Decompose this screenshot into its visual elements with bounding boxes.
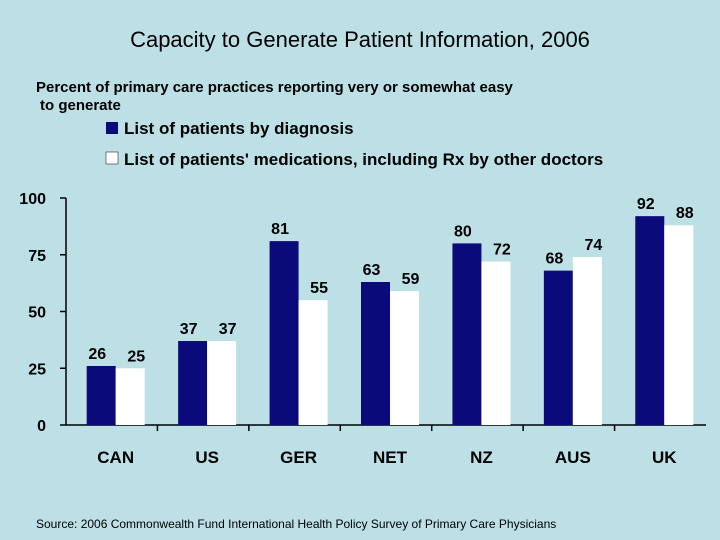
- x-category-label: CAN: [97, 448, 134, 467]
- chart-subtitle-line-1: Percent of primary care practices report…: [36, 79, 514, 96]
- legend-label-medications: List of patients' medications, including…: [124, 150, 603, 169]
- x-category-label: UK: [652, 448, 677, 467]
- data-label-medications: 37: [219, 321, 237, 338]
- bar-medications: [207, 341, 237, 425]
- x-category-label: NZ: [470, 448, 493, 467]
- chart-subtitle-line-2: to generate: [40, 97, 121, 114]
- data-label-medications: 74: [584, 237, 602, 254]
- bar-medications: [481, 261, 511, 425]
- chart-title: Capacity to Generate Patient Information…: [130, 27, 590, 52]
- source-note: Source: 2006 Commonwealth Fund Internati…: [36, 517, 556, 531]
- bar-diagnosis: [86, 365, 116, 425]
- plot-area: 0 25 50 75 100 26 25 CAN 37 37 US 81 55 GER 63 59 NET 80 7…: [19, 191, 706, 467]
- data-label-diagnosis: 80: [454, 223, 472, 240]
- data-label-medications: 55: [310, 280, 328, 297]
- x-category-label: AUS: [555, 448, 591, 467]
- data-label-medications: 59: [402, 271, 420, 288]
- bar-medications: [664, 225, 694, 425]
- bar-diagnosis: [178, 341, 208, 425]
- legend: List of patients by diagnosis List of pa…: [105, 119, 603, 169]
- bar-diagnosis: [635, 216, 665, 425]
- legend-label-diagnosis: List of patients by diagnosis: [124, 119, 354, 138]
- bar-medications: [572, 257, 602, 425]
- legend-swatch-medications: [105, 151, 119, 165]
- data-label-medications: 25: [127, 348, 145, 365]
- data-label-diagnosis: 37: [180, 321, 198, 338]
- bar-medications: [115, 368, 145, 425]
- legend-swatch-diagnosis: [106, 122, 118, 134]
- data-label-medications: 88: [676, 205, 694, 222]
- data-label-diagnosis: 81: [271, 221, 289, 238]
- bar-diagnosis: [361, 281, 390, 425]
- bar-diagnosis: [452, 243, 482, 425]
- data-label-medications: 72: [493, 242, 511, 259]
- x-category-label: US: [195, 448, 219, 467]
- data-label-diagnosis: 68: [545, 251, 563, 268]
- y-tick-label: 25: [28, 361, 46, 378]
- bar-medications: [298, 300, 328, 425]
- x-category-label: NET: [373, 448, 408, 467]
- x-category-label: GER: [280, 448, 317, 467]
- data-label-diagnosis: 92: [637, 196, 655, 213]
- bar-diagnosis: [543, 270, 573, 425]
- data-label-diagnosis: 26: [88, 346, 106, 363]
- y-tick-label: 100: [19, 191, 46, 208]
- y-tick-label: 0: [37, 418, 46, 435]
- y-tick-label: 50: [28, 305, 46, 322]
- bar-diagnosis: [269, 241, 299, 425]
- bar-medications: [390, 291, 419, 425]
- y-tick-label: 75: [28, 248, 46, 265]
- data-label-diagnosis: 63: [363, 262, 381, 279]
